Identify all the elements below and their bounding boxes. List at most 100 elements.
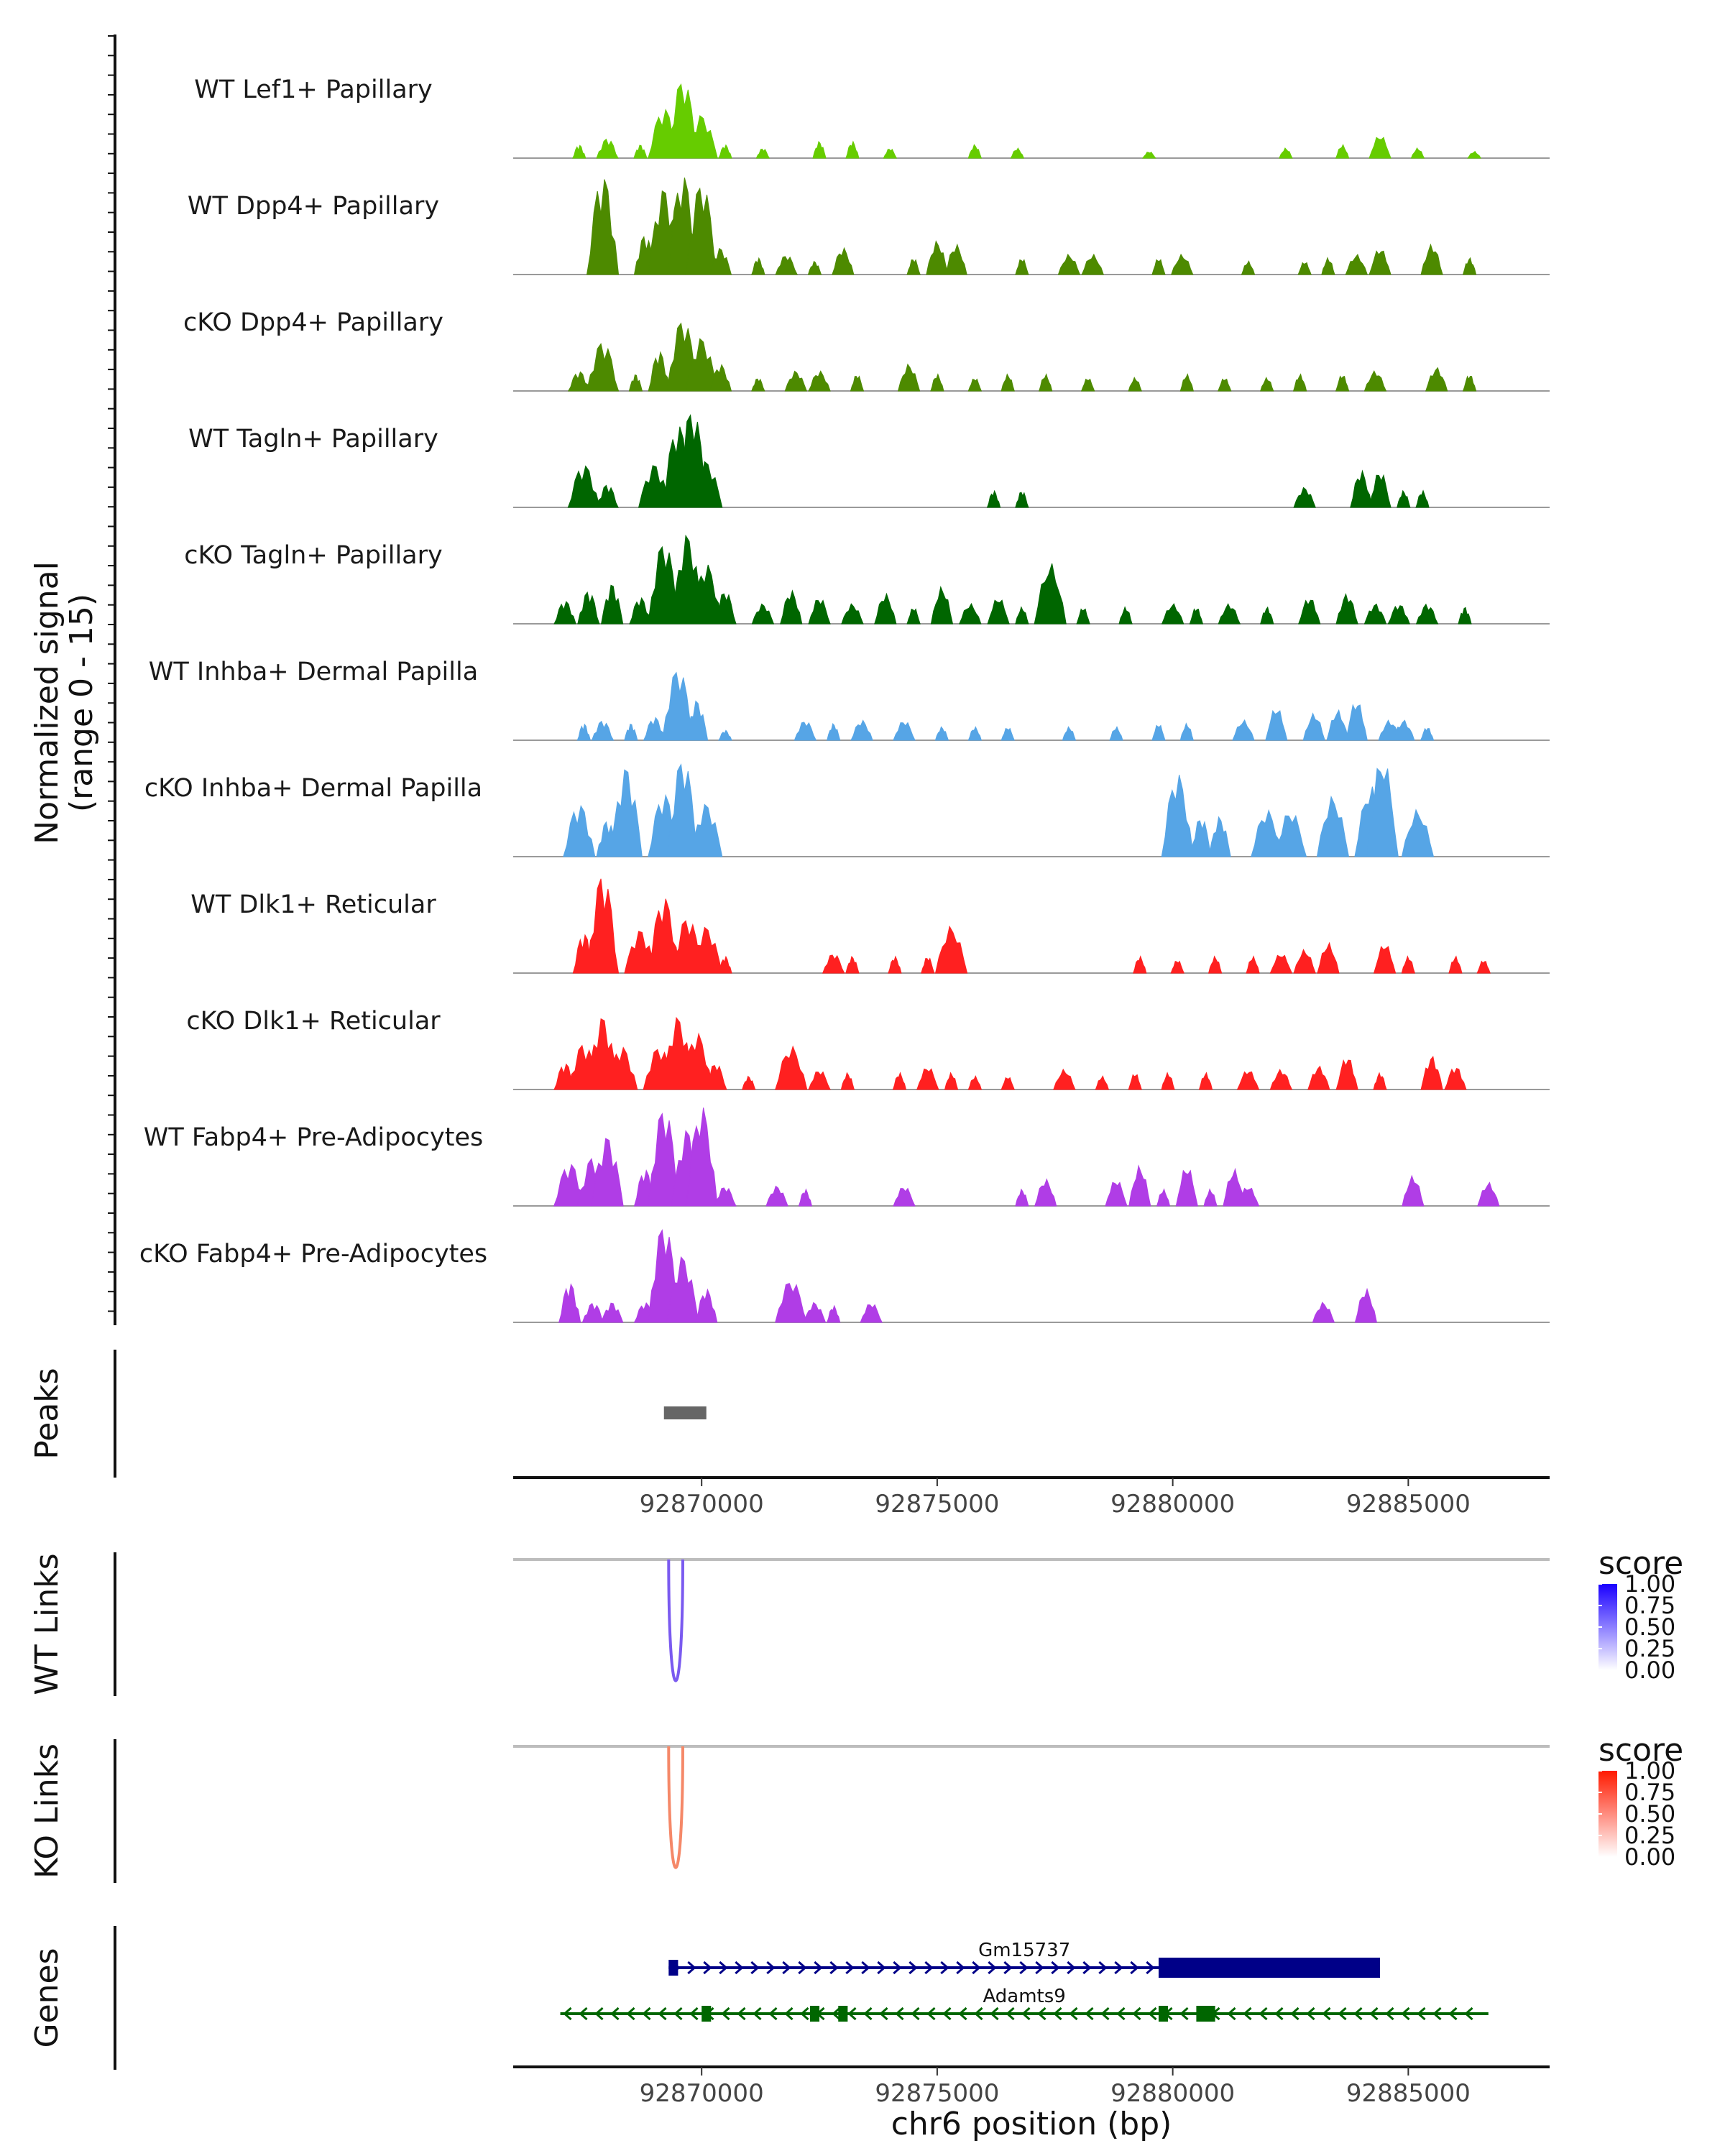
signal-peak bbox=[827, 722, 841, 741]
strand-chevron bbox=[1082, 1961, 1092, 1975]
signal-peak bbox=[709, 364, 732, 392]
gene-exon bbox=[702, 2006, 712, 2022]
signal-peak bbox=[1345, 254, 1368, 275]
signal-peak bbox=[1402, 1174, 1425, 1207]
legend-tick-label: 0.25 bbox=[1624, 1822, 1675, 1849]
signal-peak bbox=[567, 465, 600, 508]
signal-peak bbox=[1410, 147, 1425, 159]
strand-chevron bbox=[784, 2007, 794, 2021]
signal-peak bbox=[921, 957, 935, 974]
signal-peak bbox=[1080, 378, 1095, 392]
signal-peak bbox=[1477, 1181, 1500, 1207]
signal-peak bbox=[1015, 606, 1029, 625]
signal-peak bbox=[628, 374, 643, 392]
signal-peak bbox=[666, 1256, 699, 1323]
x-tick-label: 92870000 bbox=[640, 1490, 764, 1519]
signal-peak bbox=[893, 1187, 916, 1207]
signal-peak bbox=[690, 803, 723, 857]
gene-exon bbox=[1158, 1958, 1381, 1978]
strand-chevron bbox=[911, 2007, 920, 2021]
signal-peak bbox=[1415, 489, 1430, 508]
signal-peak bbox=[893, 722, 916, 741]
signal-peak bbox=[596, 484, 619, 508]
signal-peak bbox=[1401, 808, 1435, 857]
strand-chevron bbox=[1306, 2007, 1315, 2021]
strand-chevron bbox=[893, 1961, 902, 1975]
signal-peak bbox=[892, 1072, 907, 1090]
strand-chevron bbox=[1114, 1961, 1123, 1975]
strand-chevron bbox=[753, 2007, 762, 2021]
links-title: WT Links bbox=[29, 1553, 65, 1695]
strand-chevron bbox=[1227, 2007, 1236, 2021]
signal-peak bbox=[1151, 724, 1166, 741]
strand-chevron bbox=[829, 1961, 839, 1975]
signal-peak bbox=[690, 461, 723, 508]
legend-tick-label: 0.00 bbox=[1624, 1843, 1675, 1871]
signal-peak bbox=[1179, 373, 1194, 392]
signal-peak bbox=[1151, 259, 1166, 275]
signal-peak bbox=[1274, 814, 1307, 857]
x-tick-label: 92870000 bbox=[640, 2079, 764, 2108]
signal-y-title-range: (range 0 - 15) bbox=[63, 594, 100, 812]
signal-peak bbox=[1236, 1187, 1260, 1207]
x-tick-label: 92875000 bbox=[875, 2079, 999, 2108]
signal-peak bbox=[1269, 954, 1293, 974]
signal-peak bbox=[596, 138, 619, 159]
signal-peak bbox=[1425, 367, 1448, 392]
signal-peak bbox=[1420, 727, 1435, 741]
signal-peak bbox=[1128, 377, 1142, 392]
signal-peak bbox=[1335, 593, 1358, 625]
signal-peak bbox=[775, 256, 798, 275]
signal-peak bbox=[807, 260, 822, 275]
signal-peak bbox=[718, 955, 732, 974]
signal-peak bbox=[930, 586, 954, 625]
track-label: cKO Inhba+ Dermal Papilla bbox=[144, 774, 482, 803]
signal-peak bbox=[967, 378, 983, 392]
strand-chevron bbox=[940, 1961, 949, 1975]
signal-peak bbox=[1401, 955, 1416, 974]
signal-peak bbox=[775, 1045, 808, 1090]
signal-peak bbox=[1190, 820, 1213, 857]
gene-model: Adamts9 bbox=[560, 1986, 1489, 2022]
signal-peak bbox=[1307, 1065, 1330, 1090]
signal-peak bbox=[571, 144, 586, 159]
strand-chevron bbox=[1338, 2007, 1347, 2021]
signal-peak bbox=[959, 602, 982, 625]
signal-peak bbox=[1321, 257, 1335, 275]
signal-peak bbox=[1462, 257, 1477, 275]
strand-chevron bbox=[908, 1961, 918, 1975]
signal-peak bbox=[718, 144, 732, 159]
signal-peak bbox=[1015, 1188, 1029, 1207]
signal-peak bbox=[1128, 1164, 1151, 1207]
strand-chevron bbox=[1179, 2007, 1189, 2021]
signal-peak bbox=[1265, 709, 1288, 741]
legend-tick-label: 0.50 bbox=[1624, 1800, 1675, 1828]
strand-chevron bbox=[974, 2007, 983, 2021]
signal-peak bbox=[1246, 955, 1260, 974]
genes-title: Genes bbox=[29, 1948, 65, 2047]
track-label: WT Fabp4+ Pre-Adipocytes bbox=[144, 1123, 483, 1152]
strand-chevron bbox=[1132, 2007, 1141, 2021]
strand-chevron bbox=[1353, 2007, 1363, 2021]
signal-peak bbox=[1105, 1181, 1128, 1207]
signal-peak bbox=[944, 243, 967, 275]
signal-peak bbox=[845, 140, 860, 159]
signal-peak bbox=[1141, 152, 1156, 159]
strand-chevron bbox=[703, 1961, 712, 1975]
signal-peak bbox=[808, 1071, 831, 1090]
signal-peak bbox=[1260, 606, 1274, 625]
strand-chevron bbox=[1322, 2007, 1331, 2021]
x-tick-label: 92885000 bbox=[1346, 2079, 1471, 2108]
strand-chevron bbox=[594, 2007, 604, 2021]
signal-peak bbox=[591, 720, 615, 741]
strand-chevron bbox=[972, 1961, 981, 1975]
signal-peak bbox=[1198, 1072, 1213, 1090]
strand-chevron bbox=[1003, 1961, 1013, 1975]
signal-peak bbox=[1062, 726, 1077, 741]
strand-chevron bbox=[687, 1961, 696, 1975]
signal-peak bbox=[685, 1107, 718, 1207]
signal-peak bbox=[775, 1283, 808, 1323]
signal-peak bbox=[1081, 253, 1104, 275]
legend-tick-label: 0.75 bbox=[1624, 1779, 1675, 1806]
